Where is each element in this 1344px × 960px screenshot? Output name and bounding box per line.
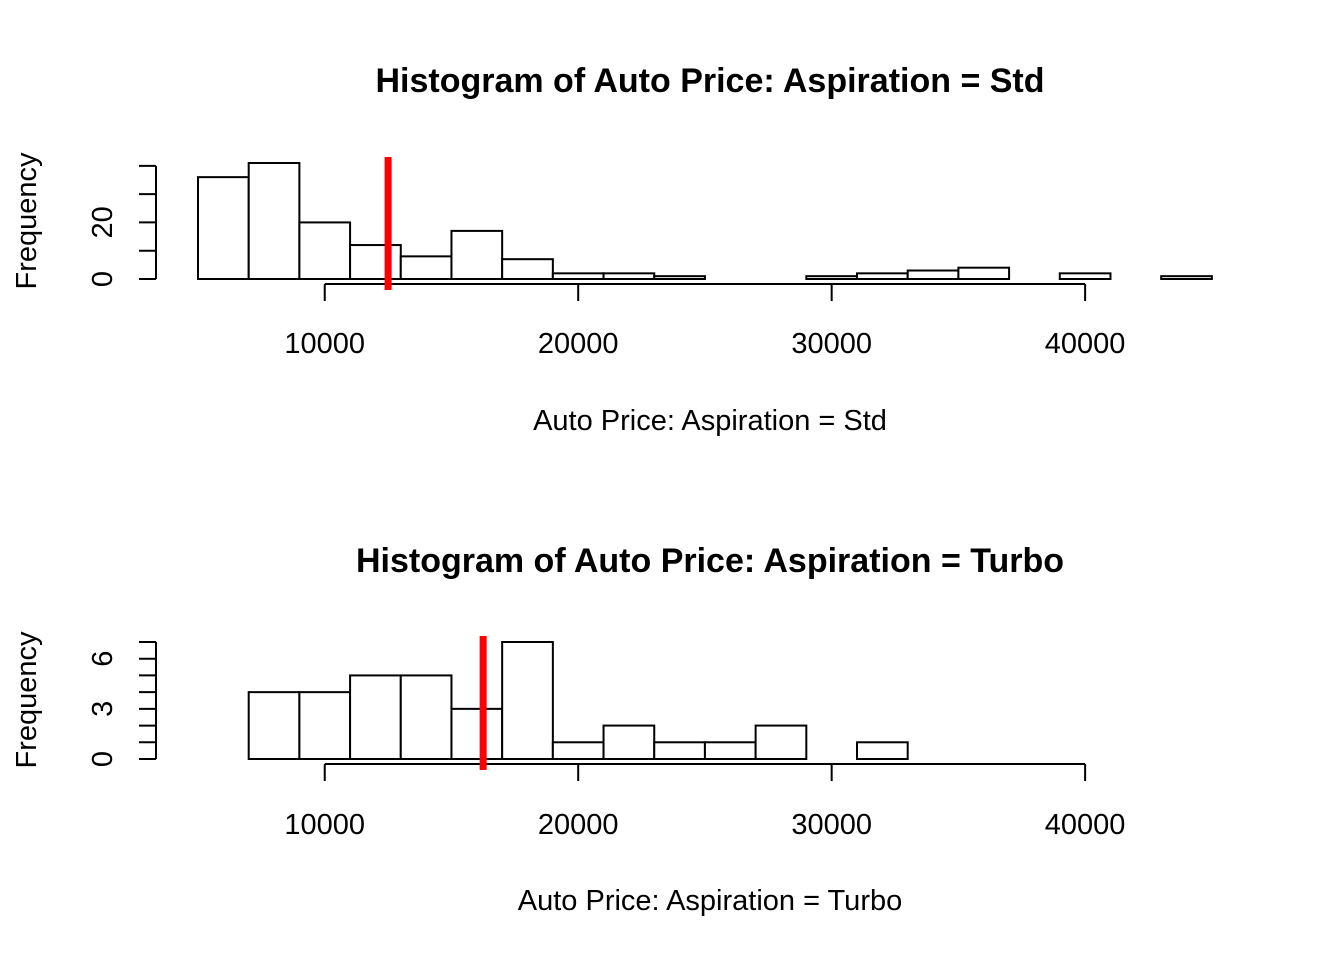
histogram-bar [906, 269, 960, 281]
histogram-bar [399, 674, 453, 761]
histogram-bar [349, 244, 402, 280]
histogram-bar [298, 221, 352, 280]
y-axis: 0 3 6 [87, 641, 157, 767]
x-tick-label: 20000 [538, 809, 619, 841]
bars-group [197, 162, 1213, 281]
histogram-bar [957, 266, 1011, 280]
x-tick-label: 20000 [538, 328, 619, 360]
histogram-bar [450, 707, 504, 760]
x-tick-label: 30000 [791, 809, 872, 841]
histogram-bar [602, 724, 656, 760]
chart-title: Histogram of Auto Price: Aspiration = St… [375, 62, 1044, 100]
histogram-bar [399, 255, 453, 280]
histogram-bar [349, 674, 402, 761]
x-tick-label: 30000 [791, 328, 872, 360]
histogram-bar [247, 691, 301, 761]
y-axis: 0 20 [87, 164, 157, 287]
x-tick-label: 10000 [284, 328, 365, 360]
y-axis-label: Frequency [11, 631, 43, 769]
histogram-bar [551, 272, 605, 280]
histogram-bar [602, 272, 656, 280]
y-tick-label: 20 [87, 206, 119, 238]
histogram-bar [1160, 275, 1213, 281]
x-axis-label: Auto Price: Aspiration = Std [533, 405, 887, 437]
x-tick-label: 10000 [284, 809, 365, 841]
histogram-bar [551, 741, 605, 760]
histogram-bar [501, 258, 554, 281]
histogram-bar [197, 176, 250, 281]
y-tick-label: 0 [87, 751, 119, 767]
histogram-bar [501, 641, 554, 760]
y-axis-label: Frequency [11, 152, 43, 290]
bars-group [247, 641, 909, 761]
histogram-bar [653, 741, 706, 760]
x-axis: 10000 20000 30000 40000 [284, 283, 1126, 360]
y-tick-label: 3 [87, 701, 119, 717]
histogram-panel-std: Histogram of Auto Price: Aspiration = St… [11, 62, 1213, 437]
histogram-bar [450, 229, 504, 280]
histogram-panel-turbo: Histogram of Auto Price: Aspiration = Tu… [11, 542, 1125, 917]
histogram-bar [754, 724, 808, 760]
y-tick-label: 0 [87, 271, 119, 287]
x-axis-label: Auto Price: Aspiration = Turbo [518, 885, 902, 917]
histogram-bar [856, 741, 909, 760]
histogram-bar [1058, 272, 1112, 280]
histogram-bar [703, 741, 757, 760]
histogram-bar [856, 272, 909, 280]
x-tick-label: 40000 [1045, 809, 1126, 841]
histogram-bar [805, 275, 859, 281]
histogram-bar [298, 691, 352, 761]
chart-title: Histogram of Auto Price: Aspiration = Tu… [356, 542, 1064, 580]
y-tick-label: 6 [87, 651, 119, 667]
x-axis: 10000 20000 30000 40000 [284, 763, 1126, 841]
x-tick-label: 40000 [1045, 328, 1126, 360]
histogram-bar [653, 275, 706, 281]
histogram-bar [247, 162, 301, 280]
